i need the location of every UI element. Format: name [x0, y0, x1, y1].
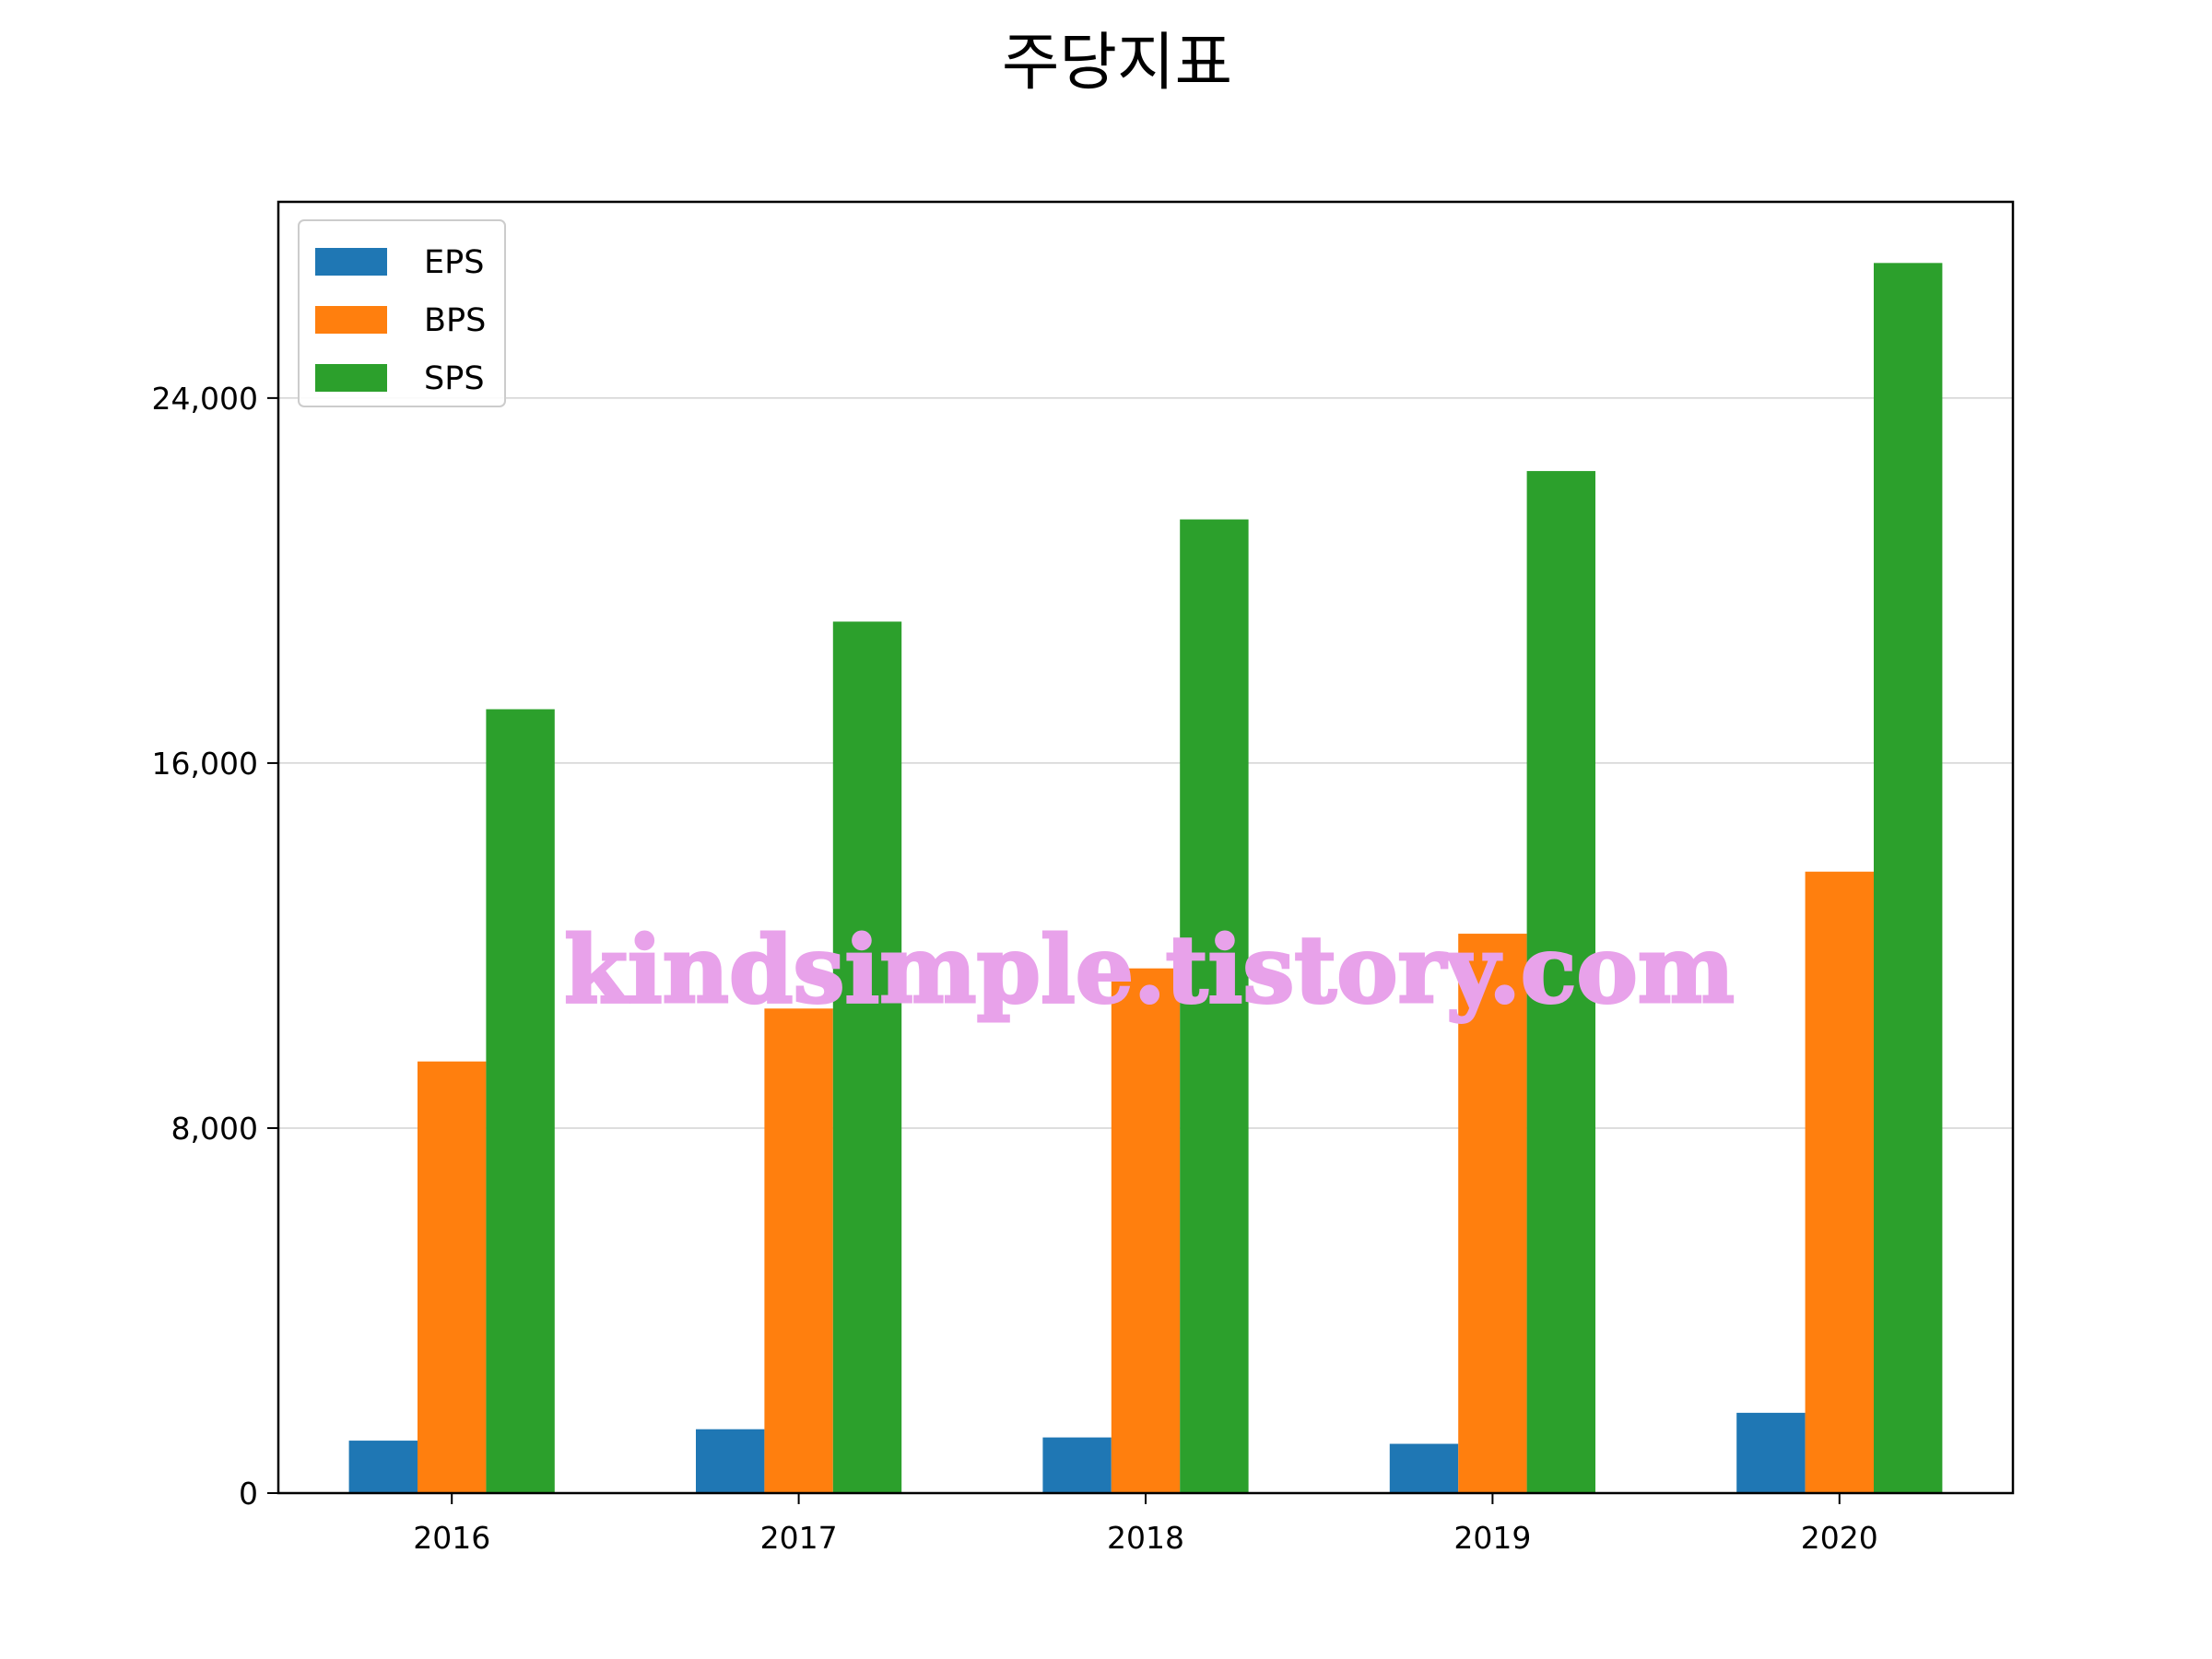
bar-bps-2017	[764, 1008, 833, 1493]
axis-ticks: 0 8,000 16,000 24,000 2016 2017 2018 2019 2020	[152, 381, 1878, 1556]
legend-swatch-sps	[315, 364, 387, 392]
bar-sps-2019	[1526, 471, 1595, 1493]
y-tick-label-3: 24,000	[152, 381, 258, 417]
legend-label-sps: SPS	[424, 360, 485, 397]
bars	[348, 263, 1943, 1493]
x-tick-label-2018: 2018	[1107, 1520, 1184, 1556]
chart-title: 주당지표	[1002, 27, 1232, 100]
bar-bps-2020	[1805, 871, 1874, 1493]
bar-sps-2017	[832, 621, 902, 1493]
x-tick-label-2019: 2019	[1453, 1520, 1531, 1556]
x-tick-label-2016: 2016	[413, 1520, 490, 1556]
y-tick-label-0: 0	[239, 1476, 258, 1512]
y-tick-label-2: 16,000	[152, 746, 258, 782]
legend-swatch-bps	[315, 306, 387, 334]
bar-eps-2018	[1042, 1437, 1112, 1493]
bar-sps-2020	[1874, 263, 1943, 1493]
bar-sps-2018	[1180, 519, 1249, 1493]
bar-eps-2019	[1389, 1443, 1459, 1493]
watermark: kindsimple.tistory.com	[564, 915, 1735, 1024]
bar-eps-2020	[1736, 1412, 1806, 1493]
legend-label-bps: BPS	[424, 302, 486, 339]
bar-eps-2016	[348, 1441, 418, 1493]
bar-bps-2016	[418, 1061, 487, 1493]
bar-sps-2016	[486, 709, 555, 1493]
y-tick-label-1: 8,000	[171, 1111, 258, 1147]
bar-eps-2017	[696, 1429, 765, 1493]
bar-bps-2019	[1458, 934, 1527, 1493]
legend-label-eps: EPS	[424, 244, 484, 281]
bar-bps-2018	[1111, 968, 1181, 1493]
x-tick-label-2020: 2020	[1801, 1520, 1878, 1556]
x-tick-label-2017: 2017	[760, 1520, 838, 1556]
legend-swatch-eps	[315, 248, 387, 276]
legend: EPS BPS SPS	[298, 219, 506, 407]
